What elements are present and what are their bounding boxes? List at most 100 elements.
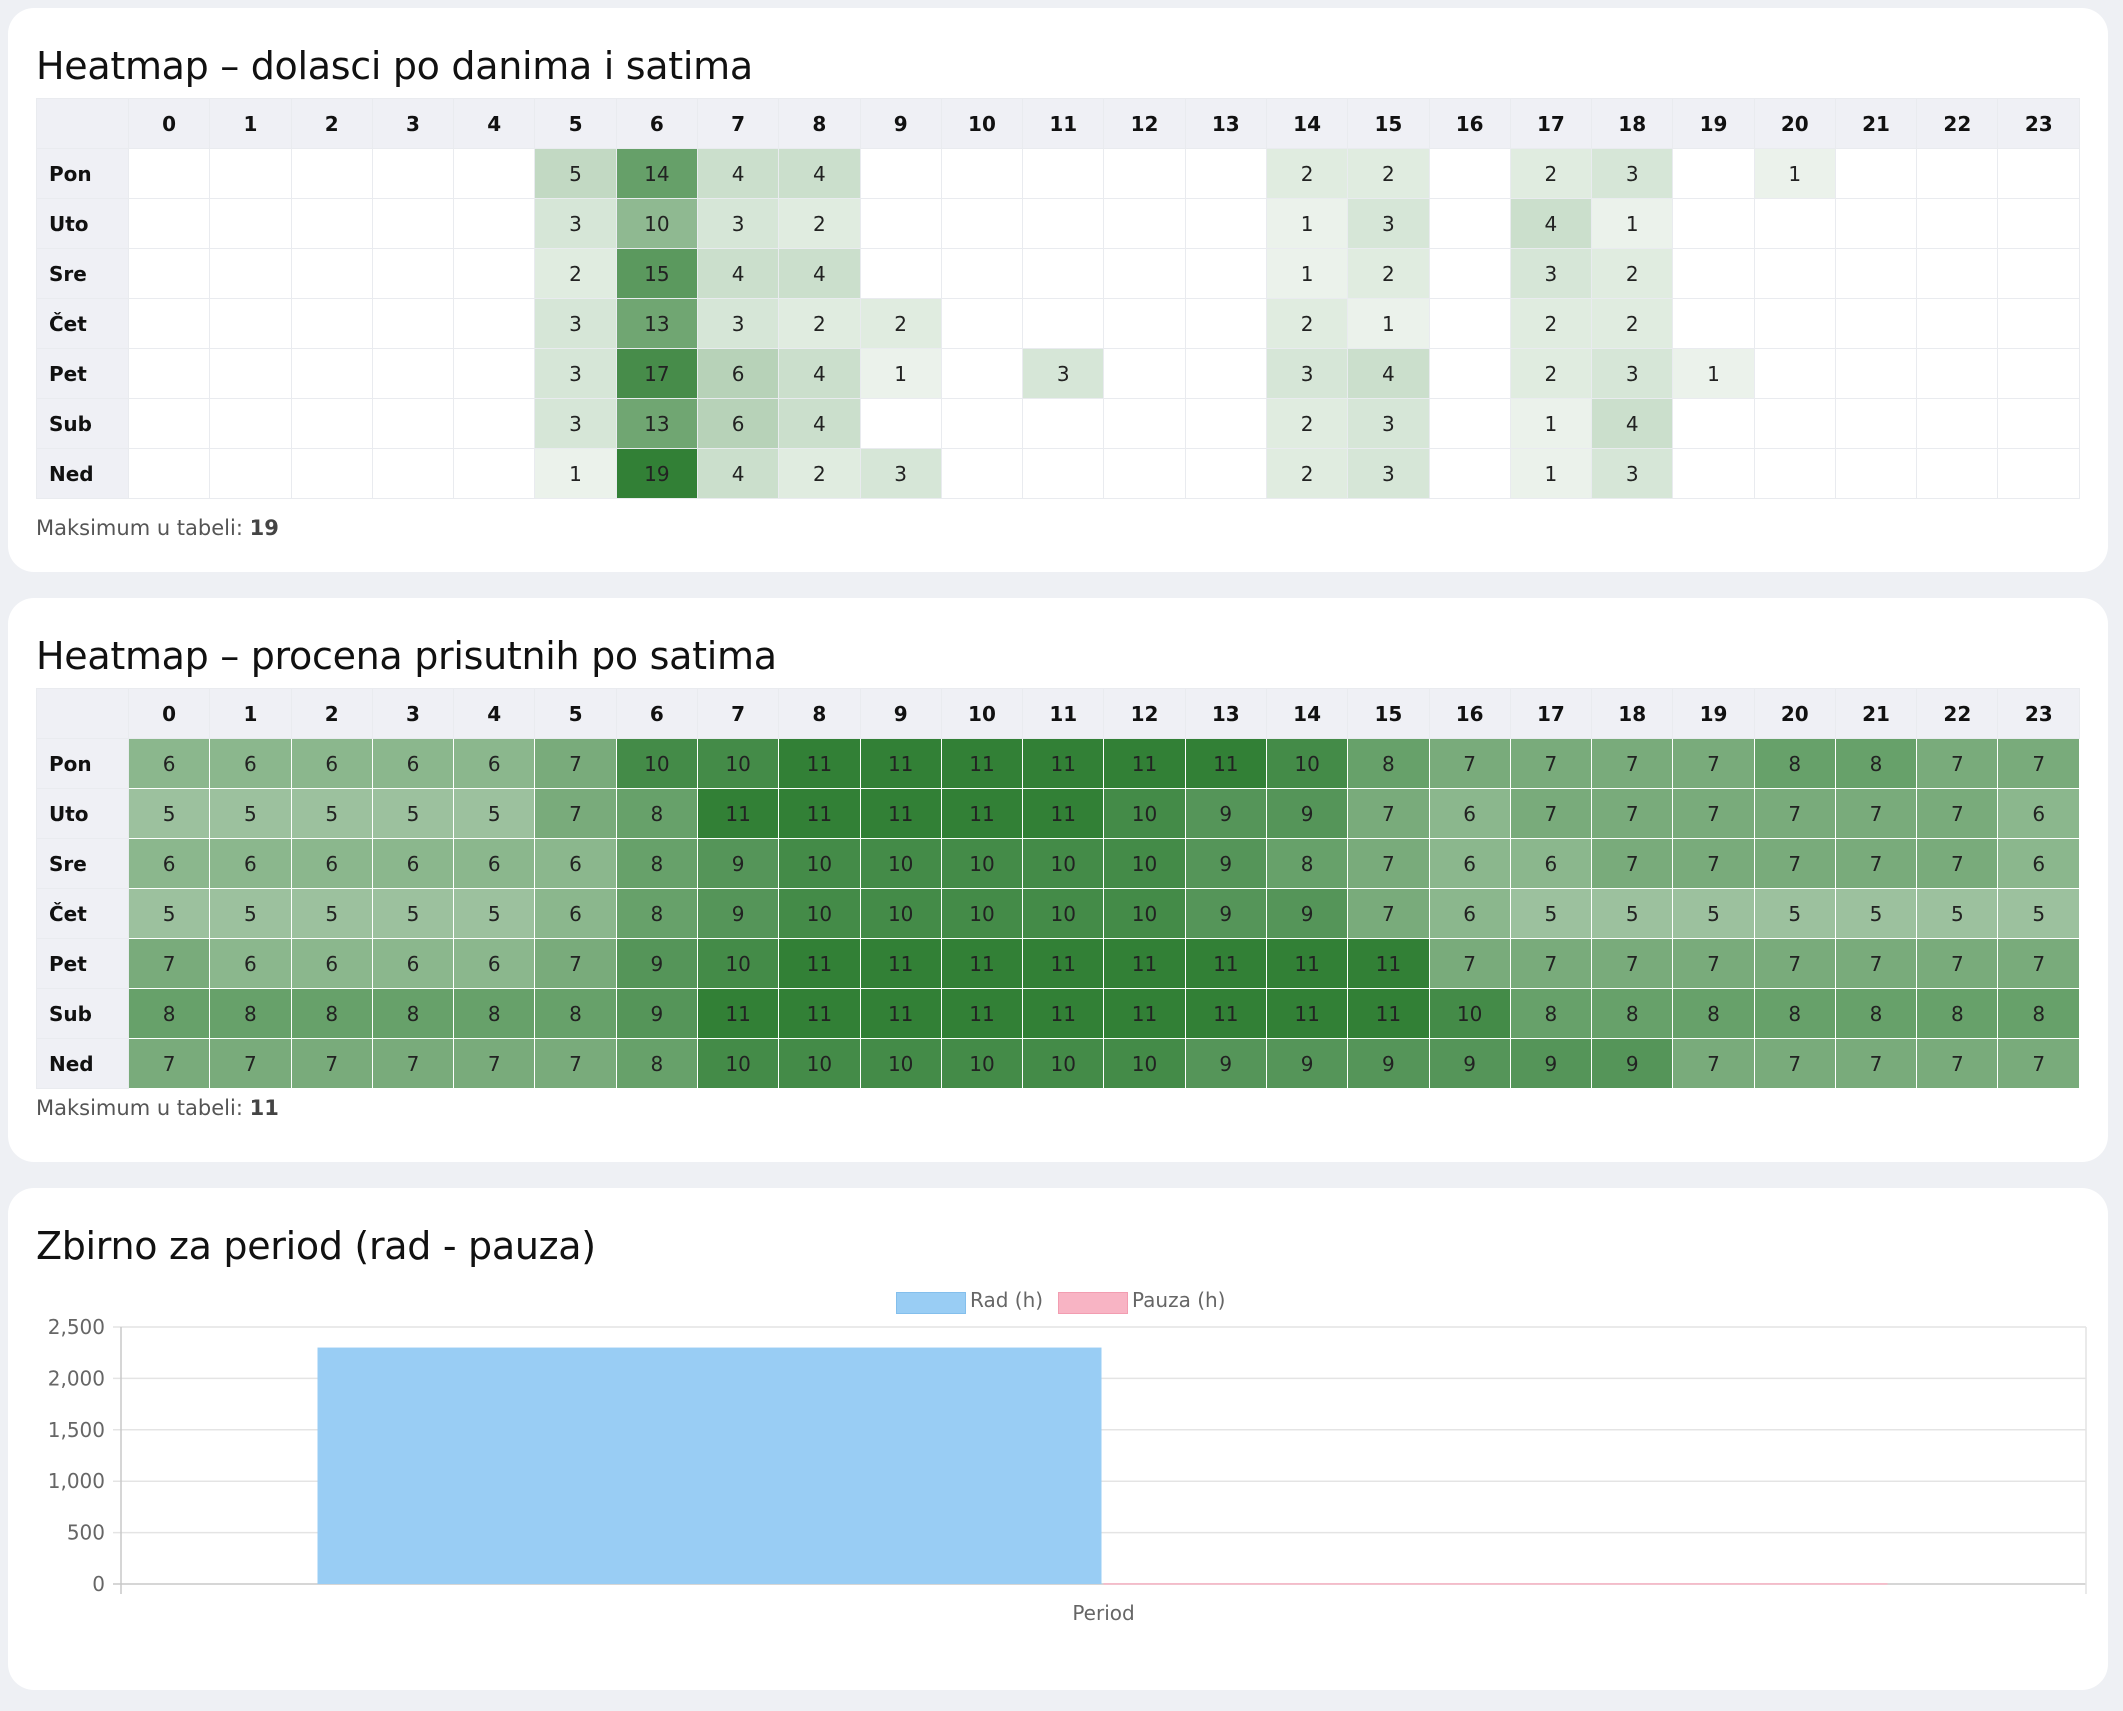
- legend-swatch-pauza[interactable]: [1058, 1292, 1128, 1314]
- heat-cell: 8: [1591, 988, 1674, 1039]
- chart-legend: Rad (h) Pauza (h): [36, 1284, 2090, 1314]
- heat-cell: 7: [1997, 738, 2080, 789]
- heat-cell: 7: [1591, 938, 1674, 989]
- heat-cell: [1753, 348, 1836, 399]
- heat-cell: [1672, 198, 1755, 249]
- heat-cell: 2: [1509, 148, 1593, 199]
- heat-cell: 6: [209, 938, 292, 989]
- heat-cell: 8: [1509, 988, 1593, 1039]
- heat-cell: 10: [1265, 738, 1349, 789]
- heat-cell: 7: [371, 1038, 455, 1089]
- heat-cell: 1: [1591, 198, 1674, 249]
- heat-cell: [371, 398, 455, 449]
- heat-cell: 2: [778, 298, 861, 349]
- heat-cell: 5: [1997, 888, 2080, 939]
- heat-cell: 7: [1916, 938, 1999, 989]
- heat-cell: 10: [696, 938, 780, 989]
- heat-cell: 7: [1509, 938, 1593, 989]
- heat-cell: 4: [778, 398, 861, 449]
- heat-cell: 2: [534, 248, 617, 299]
- heat-cell: 1: [1347, 298, 1430, 349]
- legend-label-pauza[interactable]: Pauza (h): [1132, 1288, 1226, 1312]
- heat-cell: [1916, 448, 1999, 499]
- heat-cell: 7: [1834, 838, 1918, 889]
- heat-cell: 6: [290, 938, 373, 989]
- heat-cell: [1834, 298, 1918, 349]
- heat-cell: [453, 448, 536, 499]
- heat-cell: 10: [778, 888, 861, 939]
- heat-cell: 7: [1428, 938, 1511, 989]
- summary-chart-card: Zbirno za period (rad - pauza) Rad (h) P…: [8, 1188, 2108, 1690]
- heat-cell: 11: [1103, 938, 1186, 989]
- heat-cell: 6: [290, 738, 373, 789]
- arrivals-heatmap-title: Heatmap – dolasci po danima i satima: [36, 44, 753, 88]
- day-label: Uto: [36, 198, 129, 249]
- heat-cell: 7: [1347, 788, 1430, 839]
- heat-cell: 3: [1022, 348, 1105, 399]
- heat-cell: 8: [453, 988, 536, 1039]
- heat-cell: 8: [1997, 988, 2080, 1039]
- heat-cell: 8: [1753, 738, 1836, 789]
- heat-cell: 9: [1509, 1038, 1593, 1089]
- heat-cell: 7: [1834, 938, 1918, 989]
- heat-cell: [1428, 398, 1511, 449]
- heat-cell: [1753, 448, 1836, 499]
- heat-cell: 10: [859, 1038, 942, 1089]
- heat-cell: [1753, 248, 1836, 299]
- heat-cell: 9: [1184, 838, 1267, 889]
- heat-cell: [1103, 348, 1186, 399]
- day-label: Čet: [36, 888, 129, 939]
- summary-chart: Rad (h) Pauza (h) 0 500 1,000 1,500 2,000 2,5…: [36, 1284, 2090, 1664]
- hour-header: 7: [696, 98, 780, 149]
- bar-rad[interactable]: [317, 1347, 1102, 1584]
- heat-cell: [290, 248, 373, 299]
- heat-cell: 11: [1184, 738, 1267, 789]
- heat-cell: 8: [1265, 838, 1349, 889]
- heat-cell: 10: [940, 1038, 1024, 1089]
- heat-cell: 2: [1509, 298, 1593, 349]
- heat-cell: 19: [615, 448, 698, 499]
- heat-cell: [209, 298, 292, 349]
- arrivals-heatmap-table: 0 1 2 3 4 5 6 7 8 9 10 11 12 13 14 15 16 17 18 19 20 21 22 23 P…: [36, 98, 2080, 499]
- x-category-label: Period: [1072, 1601, 1134, 1625]
- hour-header: 15: [1347, 98, 1430, 149]
- heat-cell: [1103, 298, 1186, 349]
- heat-cell: 2: [859, 298, 942, 349]
- heat-cell: 1: [534, 448, 617, 499]
- heat-cell: 11: [778, 788, 861, 839]
- bar-pauza[interactable]: [1103, 1583, 1888, 1585]
- hour-header: 19: [1672, 98, 1755, 149]
- heat-cell: 5: [371, 788, 455, 839]
- heat-cell: 7: [1916, 788, 1999, 839]
- hour-header: 0: [127, 688, 211, 739]
- heat-cell: [453, 198, 536, 249]
- heat-cell: 4: [696, 448, 780, 499]
- heat-cell: 6: [1428, 838, 1511, 889]
- heat-cell: [1672, 298, 1755, 349]
- heat-cell: [1834, 248, 1918, 299]
- heat-cell: 5: [1509, 888, 1593, 939]
- legend-swatch-rad[interactable]: [896, 1292, 966, 1314]
- heat-cell: [1997, 448, 2080, 499]
- hour-header: 23: [1997, 98, 2080, 149]
- hour-header: 14: [1265, 98, 1349, 149]
- heat-cell: 5: [453, 888, 536, 939]
- heat-cell: [453, 248, 536, 299]
- heat-cell: 10: [1428, 988, 1511, 1039]
- hour-header: 4: [453, 98, 536, 149]
- hour-header: 5: [534, 688, 617, 739]
- heat-cell: 9: [1591, 1038, 1674, 1089]
- heat-cell: 10: [940, 838, 1024, 889]
- legend-label-rad[interactable]: Rad (h): [970, 1288, 1044, 1312]
- heat-cell: [127, 448, 211, 499]
- heat-cell: [1428, 348, 1511, 399]
- hour-header: 18: [1591, 98, 1674, 149]
- heat-cell: 6: [127, 838, 211, 889]
- heat-cell: [940, 398, 1024, 449]
- heat-cell: 5: [1672, 888, 1755, 939]
- hour-header: 22: [1916, 98, 1999, 149]
- hour-header: 20: [1753, 688, 1836, 739]
- heat-cell: 3: [1591, 148, 1674, 199]
- heat-cell: [1834, 148, 1918, 199]
- heat-cell: 7: [1916, 738, 1999, 789]
